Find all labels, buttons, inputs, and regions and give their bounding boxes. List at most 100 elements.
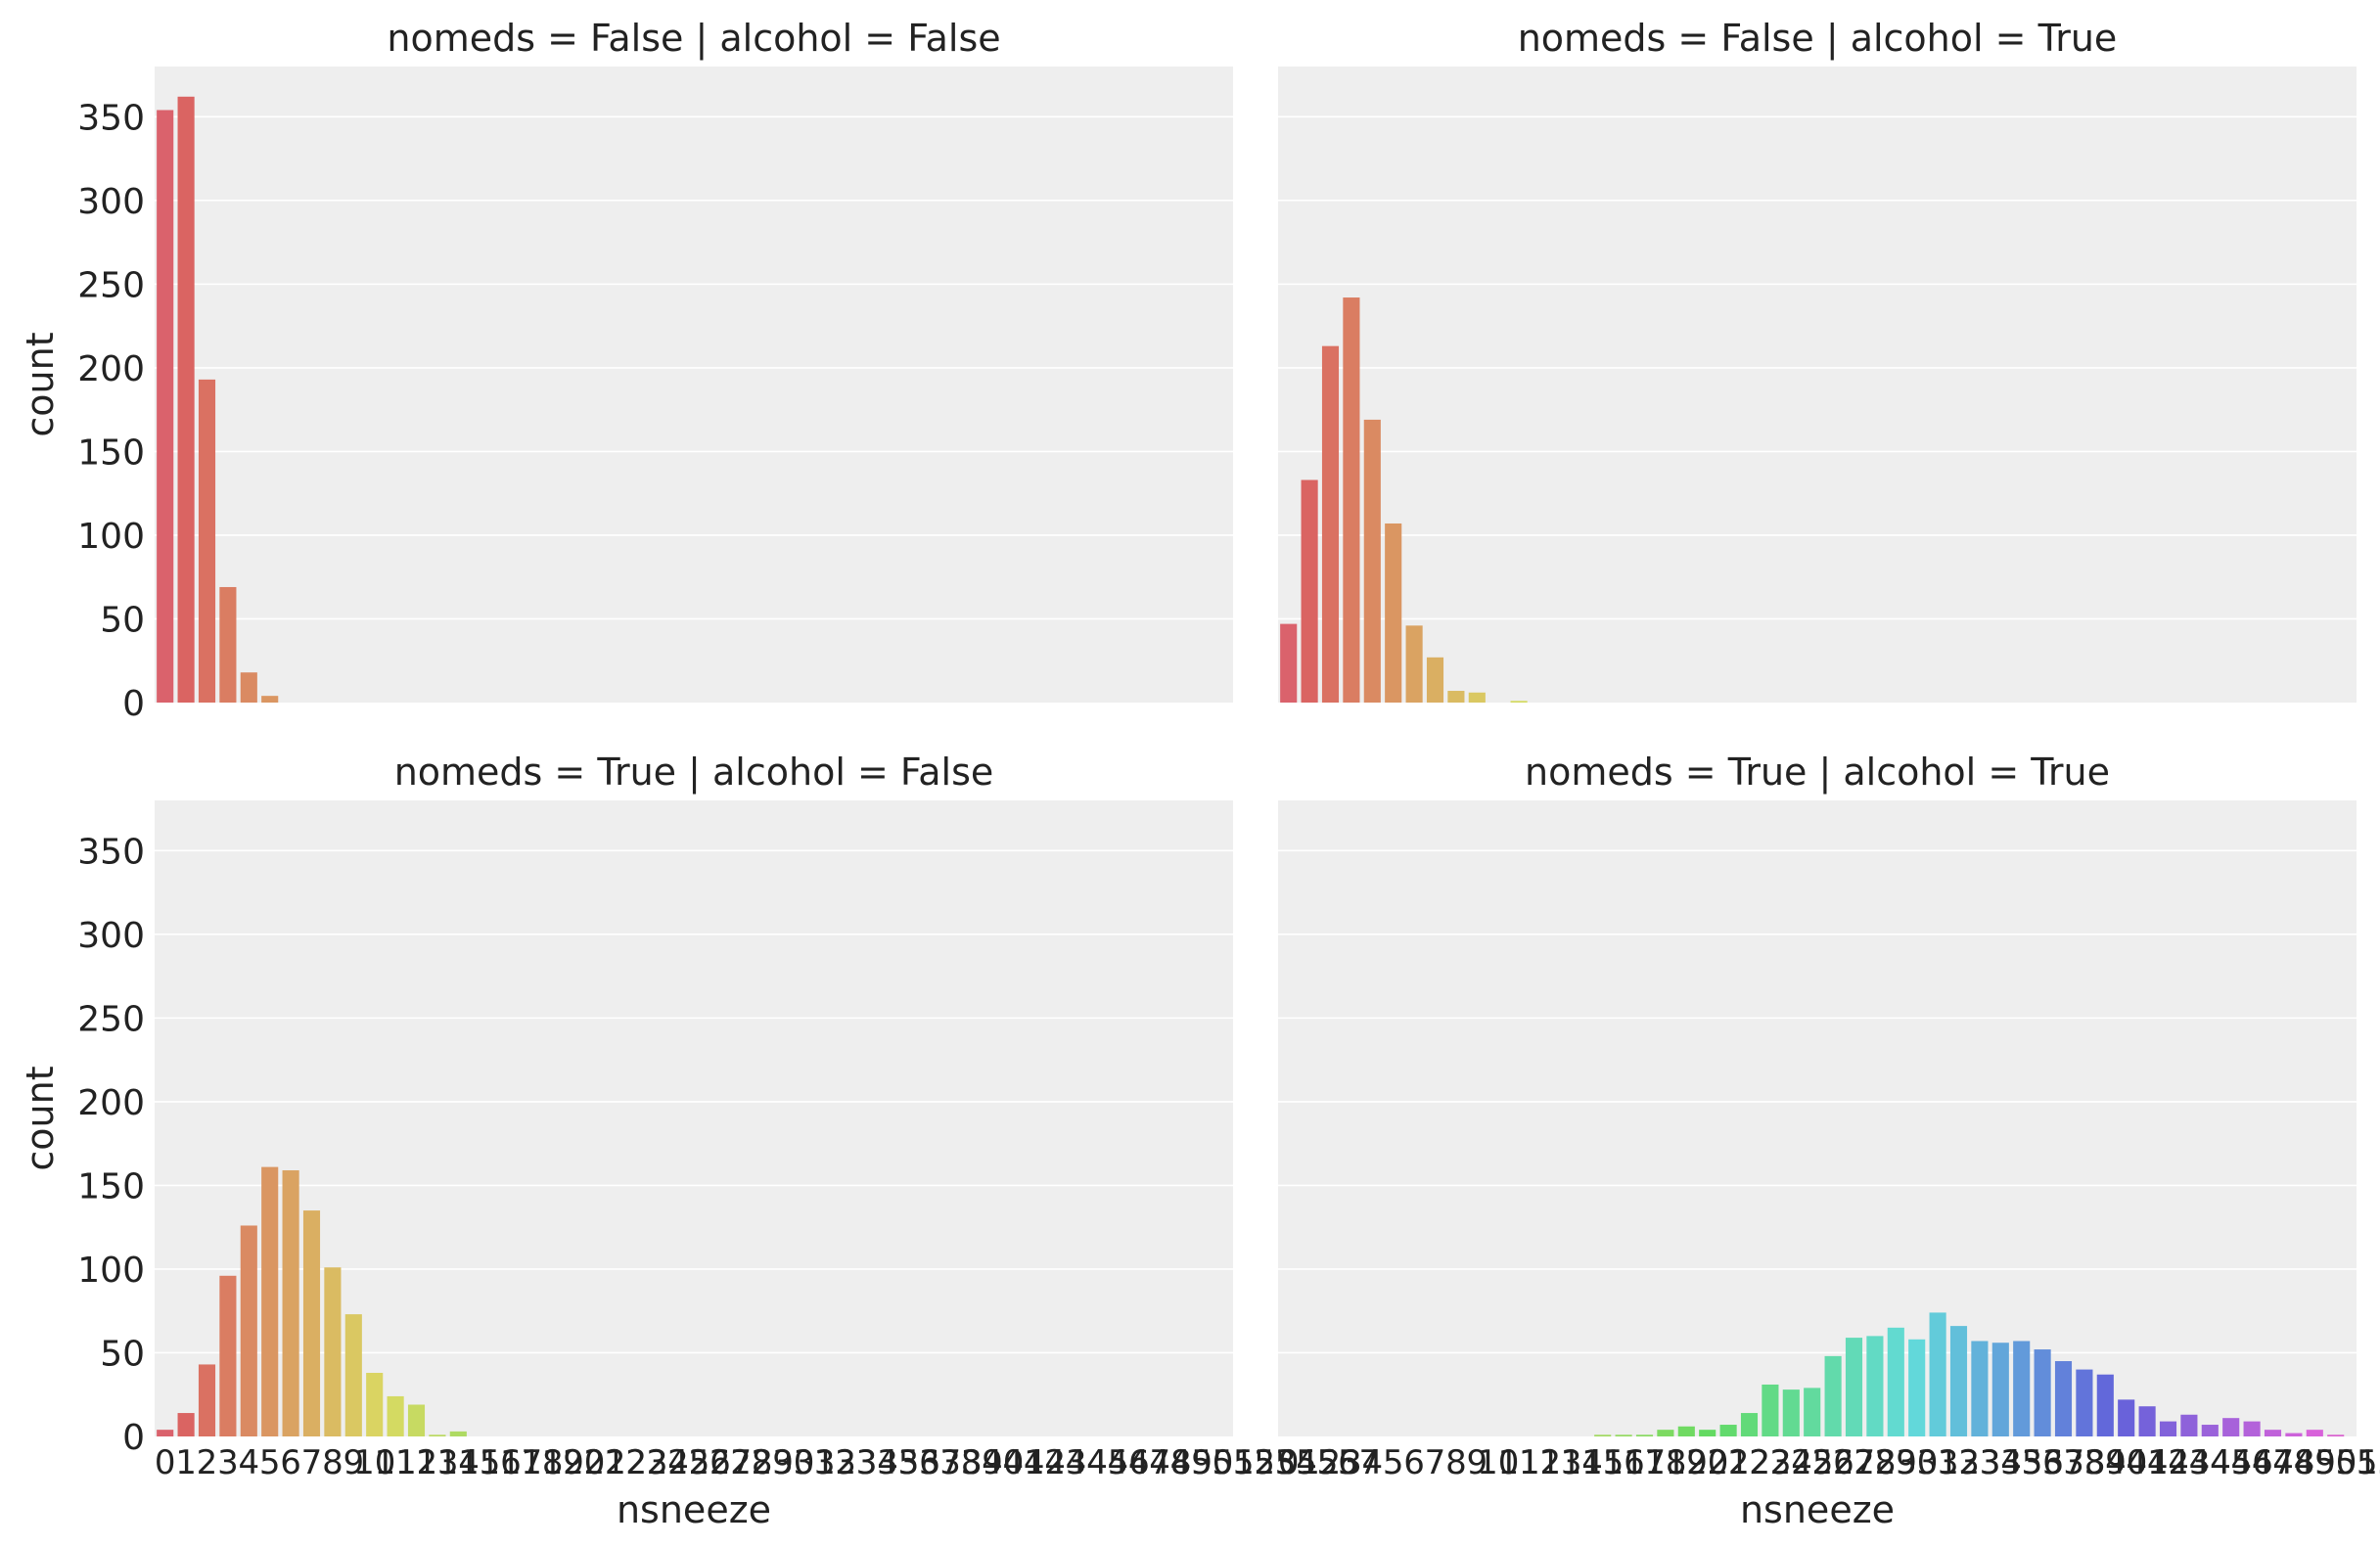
x-tick-label: 33 (1958, 1443, 2000, 1482)
y-tick-label: 200 (77, 1083, 145, 1123)
x-tick-label: 29 (1875, 1443, 1917, 1482)
x-tick-label: 6 (1403, 1443, 1425, 1482)
bar-20 (1699, 1430, 1716, 1436)
bar-9 (1468, 692, 1486, 703)
bar-17 (1635, 1434, 1654, 1436)
bar-8 (324, 1267, 342, 1436)
bar-15 (1594, 1434, 1612, 1436)
x-tick-label: 0 (155, 1443, 176, 1482)
bar-26 (1824, 1355, 1842, 1436)
y-tick-label: 200 (77, 349, 145, 389)
x-tick-label: 25 (667, 1443, 709, 1482)
x-tick-label: 28 (1854, 1443, 1896, 1482)
x-tick-label: 31 (793, 1443, 835, 1482)
bar-11 (387, 1395, 404, 1436)
bar-23 (1762, 1384, 1779, 1436)
bar-38 (2076, 1369, 2093, 1436)
y-tick-label: 0 (122, 684, 145, 724)
x-tick-label: 55 (1296, 1443, 1338, 1482)
x-tick-label: 22 (1728, 1443, 1770, 1482)
bar-46 (2243, 1421, 2261, 1436)
x-tick-label: 26 (1811, 1443, 1854, 1482)
x-tick-label: 41 (1002, 1443, 1044, 1482)
y-axis-label: count (19, 1066, 62, 1170)
x-tick-label: 42 (1024, 1443, 1066, 1482)
bar-6 (1405, 625, 1423, 703)
x-axis-label: nsneeze (617, 1488, 771, 1531)
x-tick-label: 11 (1497, 1443, 1539, 1482)
x-tick-label: 10 (1477, 1443, 1519, 1482)
bar-39 (2096, 1374, 2114, 1436)
y-tick-label: 150 (77, 433, 145, 473)
x-tick-label: 35 (877, 1443, 919, 1482)
bar-2 (198, 1364, 216, 1436)
x-tick-label: 21 (1707, 1443, 1749, 1482)
x-tick-label: 29 (752, 1443, 794, 1482)
bar-35 (2013, 1341, 2031, 1436)
x-tick-label: 36 (2021, 1443, 2063, 1482)
x-tick-label: 0 (1278, 1443, 1300, 1482)
x-tick-label: 44 (1066, 1443, 1108, 1482)
x-tick-label: 57 (1338, 1443, 1380, 1482)
y-tick-label: 50 (100, 600, 145, 640)
x-tick-label: 17 (1624, 1443, 1666, 1482)
bar-47 (2264, 1430, 2282, 1436)
x-tick-label: 41 (2126, 1443, 2168, 1482)
x-tick-label: 20 (1686, 1443, 1728, 1482)
bar-0 (157, 1430, 174, 1436)
bar-2 (1321, 345, 1340, 703)
x-tick-label: 51 (1212, 1443, 1254, 1482)
x-tick-label: 23 (625, 1443, 667, 1482)
bar-41 (2138, 1406, 2156, 1436)
x-tick-label: 16 (1602, 1443, 1644, 1482)
x-tick-label: 24 (647, 1443, 689, 1482)
bar-27 (1845, 1338, 1863, 1436)
x-tick-label: 37 (2042, 1443, 2084, 1482)
y-tick-label: 250 (77, 265, 145, 305)
y-axis-label: count (19, 332, 62, 436)
x-tick-label: 37 (919, 1443, 961, 1482)
bar-45 (2222, 1418, 2240, 1436)
x-tick-label: 12 (395, 1443, 437, 1482)
x-tick-label: 18 (521, 1443, 563, 1482)
bar-9 (344, 1314, 362, 1436)
y-tick-label: 50 (100, 1334, 145, 1374)
x-tick-label: 49 (2294, 1443, 2336, 1482)
x-tick-label: 45 (2210, 1443, 2252, 1482)
bar-3 (219, 1275, 237, 1436)
x-tick-label: 35 (2000, 1443, 2042, 1482)
x-tick-label: 18 (1644, 1443, 1686, 1482)
plot-area (155, 67, 1233, 703)
x-tick-label: 20 (563, 1443, 605, 1482)
bar-43 (2180, 1414, 2198, 1436)
bar-10 (366, 1373, 384, 1436)
bar-7 (302, 1210, 321, 1436)
bar-5 (261, 696, 279, 703)
x-tick-label: 46 (2230, 1443, 2272, 1482)
bar-13 (429, 1434, 446, 1436)
x-tick-label: 2 (1320, 1443, 1342, 1482)
x-tick-label: 43 (1044, 1443, 1086, 1482)
bar-25 (1804, 1388, 1821, 1436)
x-tick-label: 27 (709, 1443, 752, 1482)
x-tick-label: 2 (197, 1443, 218, 1482)
x-tick-label: 40 (982, 1443, 1024, 1482)
x-tick-label: 14 (1561, 1443, 1603, 1482)
x-tick-label: 40 (2105, 1443, 2147, 1482)
x-tick-label: 22 (605, 1443, 647, 1482)
x-tick-label: 44 (2189, 1443, 2231, 1482)
bar-36 (2034, 1349, 2051, 1436)
bar-2 (198, 379, 216, 703)
facet-title: nomeds = False | alcohol = True (1518, 17, 2118, 61)
x-tick-label: 4 (238, 1443, 259, 1482)
y-tick-label: 0 (122, 1418, 145, 1458)
bar-4 (240, 1225, 257, 1436)
y-tick-label: 350 (77, 98, 145, 138)
x-tick-label: 48 (2272, 1443, 2314, 1482)
bar-3 (1343, 297, 1360, 703)
x-tick-label: 45 (1086, 1443, 1128, 1482)
bar-1 (1301, 479, 1318, 703)
x-tick-label: 50 (1191, 1443, 1233, 1482)
bar-44 (2201, 1425, 2219, 1436)
